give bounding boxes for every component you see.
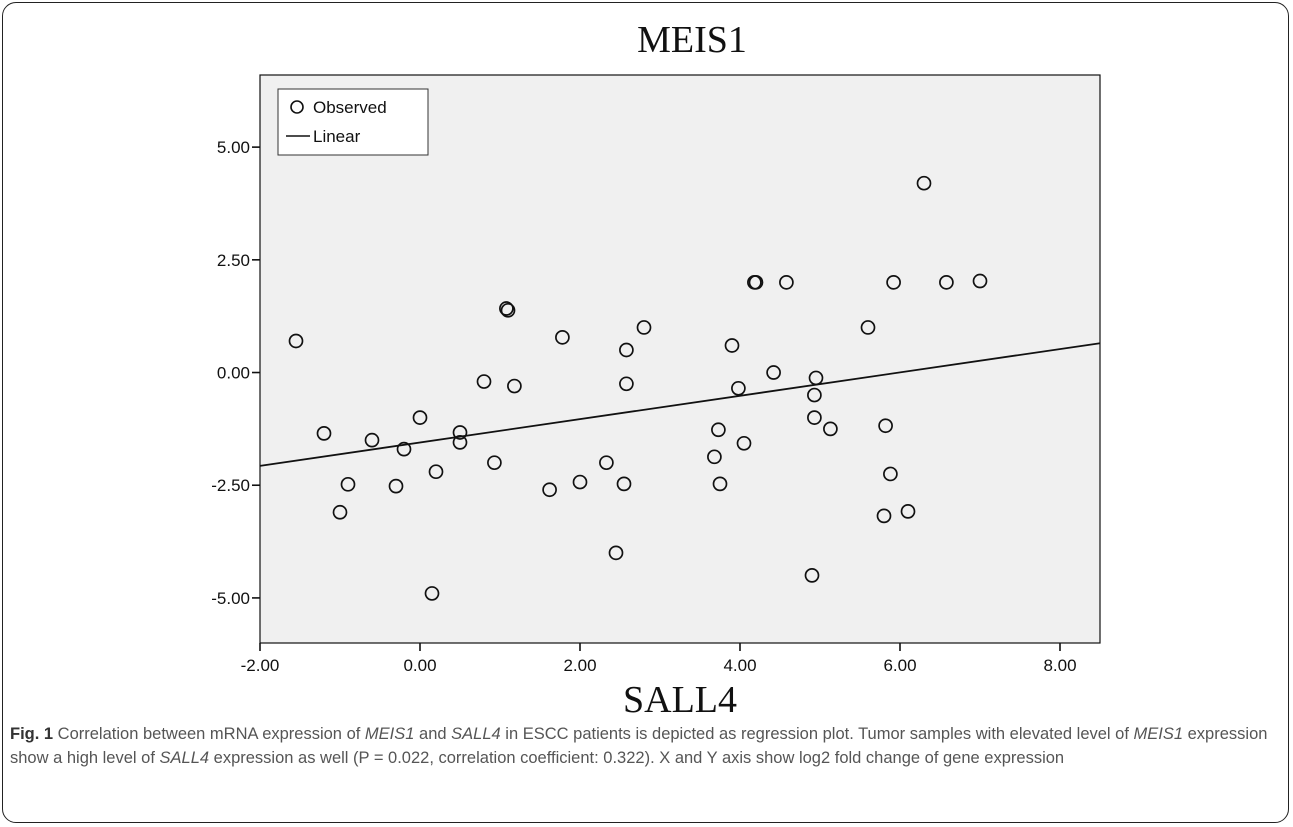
- caption-text-2: and: [414, 725, 452, 743]
- data-point: [736, 435, 752, 451]
- data-point: [711, 422, 726, 438]
- points-layer: [288, 175, 988, 601]
- y-tick-label: 0.00: [217, 364, 250, 383]
- data-point: [900, 504, 916, 519]
- data-point: [883, 466, 898, 482]
- data-point: [388, 478, 404, 494]
- data-point: [712, 476, 728, 492]
- legend-observed-label: Observed: [313, 98, 387, 117]
- data-point: [886, 275, 901, 290]
- data-point: [555, 330, 570, 345]
- data-point: [748, 275, 764, 290]
- data-point: [412, 410, 428, 425]
- data-point: [424, 586, 440, 601]
- chart-title: MEIS1: [637, 19, 747, 61]
- data-point: [707, 449, 722, 465]
- x-tick-label: 8.00: [1043, 656, 1076, 675]
- legend-box: [277, 88, 429, 156]
- data-point: [916, 175, 932, 191]
- regression-line: [259, 342, 1101, 467]
- data-point: [507, 378, 522, 394]
- legend: Observed Linear: [277, 88, 429, 156]
- data-point: [332, 504, 348, 520]
- caption-text-3: in ESCC patients is depicted as regressi…: [500, 725, 1134, 743]
- data-point: [939, 275, 954, 290]
- data-point: [766, 365, 781, 380]
- data-point: [452, 425, 468, 440]
- y-axis: 5.00 2.50 0.00 -2.50 -5.00: [211, 138, 260, 608]
- data-point: [500, 302, 516, 318]
- data-point: [572, 474, 588, 490]
- x-tick-label: 6.00: [883, 656, 916, 675]
- y-tick-label: 2.50: [217, 251, 250, 270]
- data-point: [288, 333, 304, 349]
- caption-gene-2: SALL4: [451, 725, 501, 743]
- data-point: [487, 455, 502, 471]
- data-point: [619, 342, 634, 358]
- data-point: [476, 374, 492, 389]
- figure-caption: Fig. 1 Correlation between mRNA expressi…: [10, 722, 1280, 770]
- data-point: [807, 410, 822, 425]
- y-tick-label: 5.00: [217, 138, 250, 157]
- data-point: [807, 387, 822, 403]
- data-point: [599, 455, 614, 471]
- data-point: [340, 476, 356, 492]
- caption-text-1: Correlation between mRNA expression of: [53, 725, 365, 743]
- caption-gene-3: MEIS1: [1133, 725, 1184, 743]
- data-point: [860, 320, 876, 335]
- data-point: [616, 476, 632, 492]
- data-point: [823, 421, 838, 437]
- data-point: [316, 426, 332, 441]
- data-point: [499, 301, 514, 316]
- x-axis-label: SALL4: [623, 679, 737, 720]
- data-point: [619, 376, 634, 392]
- x-tick-label: 0.00: [403, 656, 436, 675]
- caption-gene-4: SALL4: [159, 749, 210, 767]
- x-tick-label: 4.00: [723, 656, 756, 675]
- x-axis: -2.00 0.00 2.00 4.00 6.00 8.00: [241, 643, 1077, 675]
- x-tick-label: -2.00: [241, 656, 280, 675]
- caption-label: Fig. 1: [10, 725, 54, 743]
- data-point: [876, 508, 892, 524]
- caption-text-4: expression show a high level of: [10, 725, 1268, 767]
- caption-text-5: expression as well (P = 0.022, correlati…: [209, 749, 1065, 767]
- scatter-chart: MEIS1 5.00 2.50 0.00 -2.50 -5.00 -2.00 0.00 2.…: [211, 19, 1101, 720]
- data-point: [878, 418, 893, 434]
- data-point: [731, 380, 746, 396]
- data-point: [724, 338, 740, 353]
- data-point: [542, 482, 557, 498]
- data-point: [808, 370, 824, 386]
- data-point: [804, 568, 820, 583]
- data-point: [779, 275, 794, 290]
- data-point: [428, 464, 444, 480]
- data-point: [972, 273, 988, 289]
- y-tick-label: -5.00: [211, 589, 250, 608]
- data-point: [396, 441, 412, 457]
- data-point: [452, 435, 468, 450]
- legend-linear-label: Linear: [313, 127, 361, 146]
- regression-layer: [259, 342, 1101, 467]
- data-point: [364, 432, 380, 448]
- data-point: [608, 545, 624, 561]
- x-tick-label: 2.00: [563, 656, 596, 675]
- data-point: [636, 320, 652, 335]
- plot-area: [259, 74, 1101, 644]
- legend-observed-marker: [290, 100, 304, 114]
- y-tick-label: -2.50: [211, 476, 250, 495]
- caption-gene-1: MEIS1: [364, 725, 415, 743]
